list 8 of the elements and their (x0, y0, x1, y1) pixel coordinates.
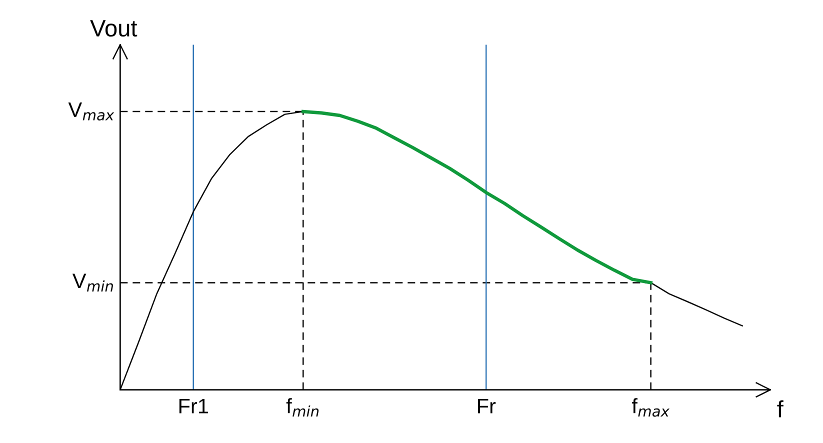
x-tick-label: f$_{min}$ (286, 398, 319, 417)
ref-line-label: V$_{max}$ (68, 102, 114, 121)
x-tick-label: Fr (478, 398, 496, 414)
x-tick-label: f$_{max}$ (632, 398, 670, 417)
y-axis-title: Vout (90, 20, 138, 37)
ref-line-label: V$_{min}$ (72, 274, 113, 292)
x-axis-title: f (777, 400, 784, 418)
x-tick-label: Fr1 (179, 398, 208, 414)
